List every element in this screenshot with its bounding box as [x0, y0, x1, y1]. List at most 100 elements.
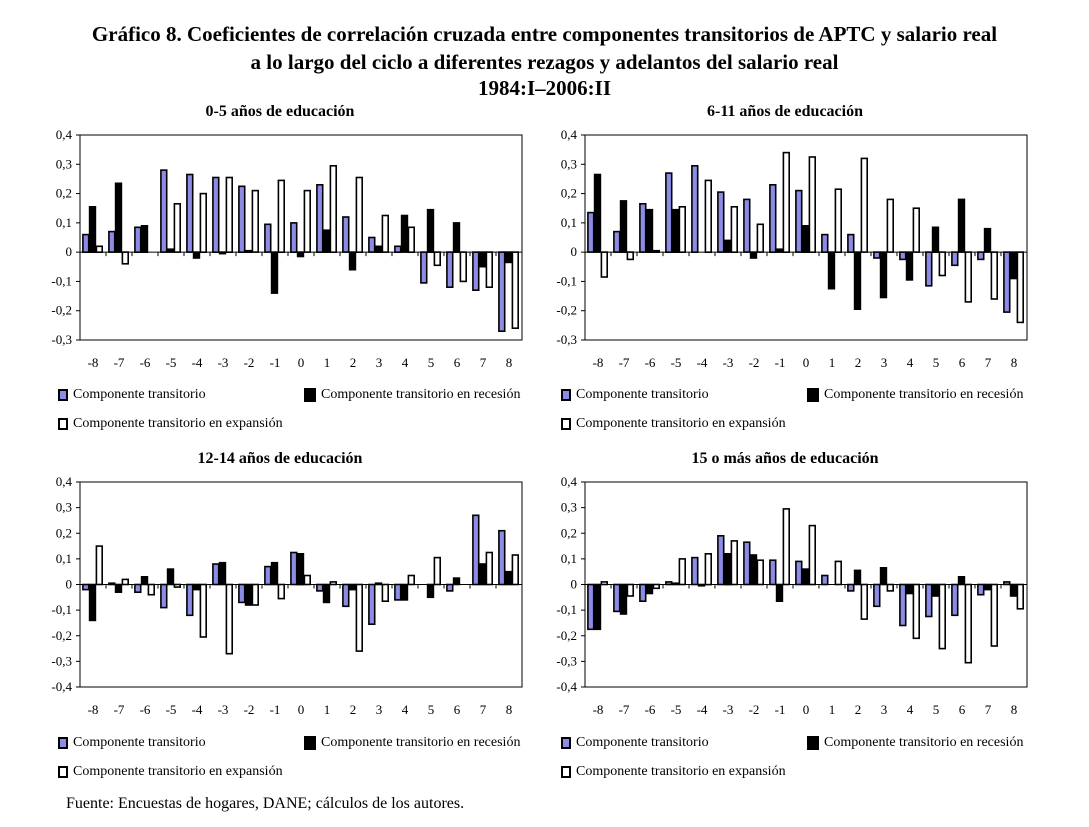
bar-transitorio	[186, 583, 194, 617]
legend-label: Componente transitorio en expansión	[576, 764, 786, 779]
bar-transitorio	[951, 251, 959, 267]
bar-recesion	[478, 251, 487, 268]
legend-item-transitorio: Componente transitorio	[58, 387, 206, 403]
y-tick-label: 0,2	[56, 525, 72, 540]
x-tick-label: -3	[723, 702, 734, 717]
figure-title-line1: Gráfico 8. Coeficientes de correlación c…	[91, 22, 998, 46]
bar-expansion	[730, 206, 738, 254]
bar-recesion	[645, 583, 654, 595]
x-tick-label: -1	[775, 702, 786, 717]
legend: Componente transitorio Componente transi…	[58, 735, 538, 785]
bar-transitorio	[1003, 251, 1011, 313]
x-tick-label: 7	[480, 355, 487, 370]
source-note: Fuente: Encuestas de hogares, DANE; cálc…	[66, 795, 465, 812]
bar-recesion	[400, 214, 409, 253]
bar-transitorio	[264, 223, 272, 253]
x-tick-label: -5	[671, 355, 682, 370]
y-tick-label: -0,4	[556, 679, 577, 694]
y-tick-label: 0	[571, 577, 578, 592]
bar-expansion	[225, 583, 233, 655]
x-tick-label: -6	[140, 355, 151, 370]
bar-transitorio	[717, 535, 725, 586]
chart-title: 0-5 años de educación	[205, 103, 355, 120]
bar-recesion	[905, 251, 914, 281]
legend: Componente transitorio Componente transi…	[58, 387, 538, 437]
y-tick-label: -0,1	[51, 273, 72, 288]
bar-recesion	[244, 583, 253, 606]
y-tick-label: 0,2	[56, 186, 72, 201]
bar-recesion	[801, 225, 810, 254]
y-tick-label: -0,3	[556, 653, 577, 668]
figure-title-line3: 1984:I–2006:II	[477, 76, 611, 100]
bar-recesion	[322, 583, 331, 604]
bar-expansion	[485, 551, 493, 586]
bar-expansion	[990, 251, 998, 300]
bar-expansion	[511, 251, 519, 330]
bar-transitorio	[134, 226, 142, 254]
bar-recesion	[905, 583, 914, 595]
bar-recesion	[270, 561, 279, 586]
bar-expansion	[704, 553, 712, 586]
bar-recesion	[775, 583, 784, 603]
bar-recesion	[853, 569, 862, 586]
chart-svg: 0,4 0,3 0,2 0,1 0 -0,1 -0,2 -0,3 -8 -7 -6 -5 -4 -3 -2-…	[556, 127, 1028, 370]
bar-transitorio	[613, 583, 621, 613]
x-tick-label: 5	[428, 702, 435, 717]
bar-recesion	[452, 577, 461, 586]
bar-transitorio	[342, 583, 350, 608]
bar-expansion	[912, 207, 920, 253]
x-tick-label: 8	[506, 355, 513, 370]
y-tick-label: -0,3	[51, 332, 72, 347]
x-tick-label: -7	[619, 702, 630, 717]
x-tick-label: -4	[697, 702, 708, 717]
legend-item-transitorio: Componente transitorio	[561, 735, 709, 751]
legend-label: Componente transitorio	[73, 735, 206, 750]
x-tick-label: -3	[218, 702, 229, 717]
bar-expansion	[808, 156, 816, 253]
bar-expansion	[95, 545, 104, 586]
bar-recesion	[619, 583, 628, 615]
bar-transitorio	[847, 583, 855, 592]
y-tick-label: -0,1	[51, 602, 72, 617]
y-tick-label: 0,2	[561, 525, 577, 540]
y-tick-label: 0,2	[561, 186, 577, 201]
chart-svg: 0,40,30,20,10-0,1-0,2-0,3-0,4-8 -7 -6 -5 -4-…	[556, 474, 1028, 717]
bar-expansion	[251, 189, 259, 253]
bar-transitorio	[951, 583, 959, 617]
bar-transitorio	[847, 233, 855, 253]
x-tick-label: 6	[959, 702, 966, 717]
bar-transitorio	[238, 185, 246, 254]
bar-recesion	[400, 583, 409, 601]
bar-expansion	[303, 189, 311, 253]
y-tick-label: 0,1	[56, 551, 72, 566]
chart-panel-15-plus: 15 o más años de educación 0,4 0,3 0,2 0,1 0…	[535, 450, 1035, 790]
bar-expansion	[860, 583, 868, 620]
bar-expansion	[600, 251, 609, 278]
y-tick-label: -0,2	[556, 303, 577, 318]
bar-recesion	[879, 251, 888, 299]
y-tick-label: -0,1	[556, 273, 577, 288]
bar-expansion	[756, 559, 764, 586]
bar-transitorio	[108, 230, 116, 253]
legend-swatch-expansion	[58, 766, 68, 778]
x-tick-label: -8	[593, 355, 604, 370]
bar-transitorio	[977, 251, 985, 261]
bar-transitorio	[290, 551, 298, 586]
x-tick-label: 1	[324, 702, 331, 717]
bar-recesion	[723, 239, 732, 253]
legend-item-recesion: Componente transitorio en recesión	[304, 735, 520, 751]
bar-transitorio	[472, 251, 480, 292]
bar-transitorio	[342, 216, 350, 253]
bar-transitorio	[446, 583, 454, 592]
x-tick-label: -6	[645, 355, 656, 370]
bar-expansion	[626, 583, 635, 597]
legend: Componente transitorio Componente transi…	[561, 735, 1041, 785]
x-tick-label: 0	[803, 355, 810, 370]
bar-recesion	[348, 583, 357, 591]
bar-expansion	[886, 583, 894, 592]
x-tick-label: 2	[855, 702, 862, 717]
bar-recesion	[296, 553, 305, 586]
bar-expansion	[964, 583, 972, 664]
y-tick-label: 0,3	[56, 500, 72, 515]
legend-label: Componente transitorio en recesión	[824, 387, 1024, 402]
